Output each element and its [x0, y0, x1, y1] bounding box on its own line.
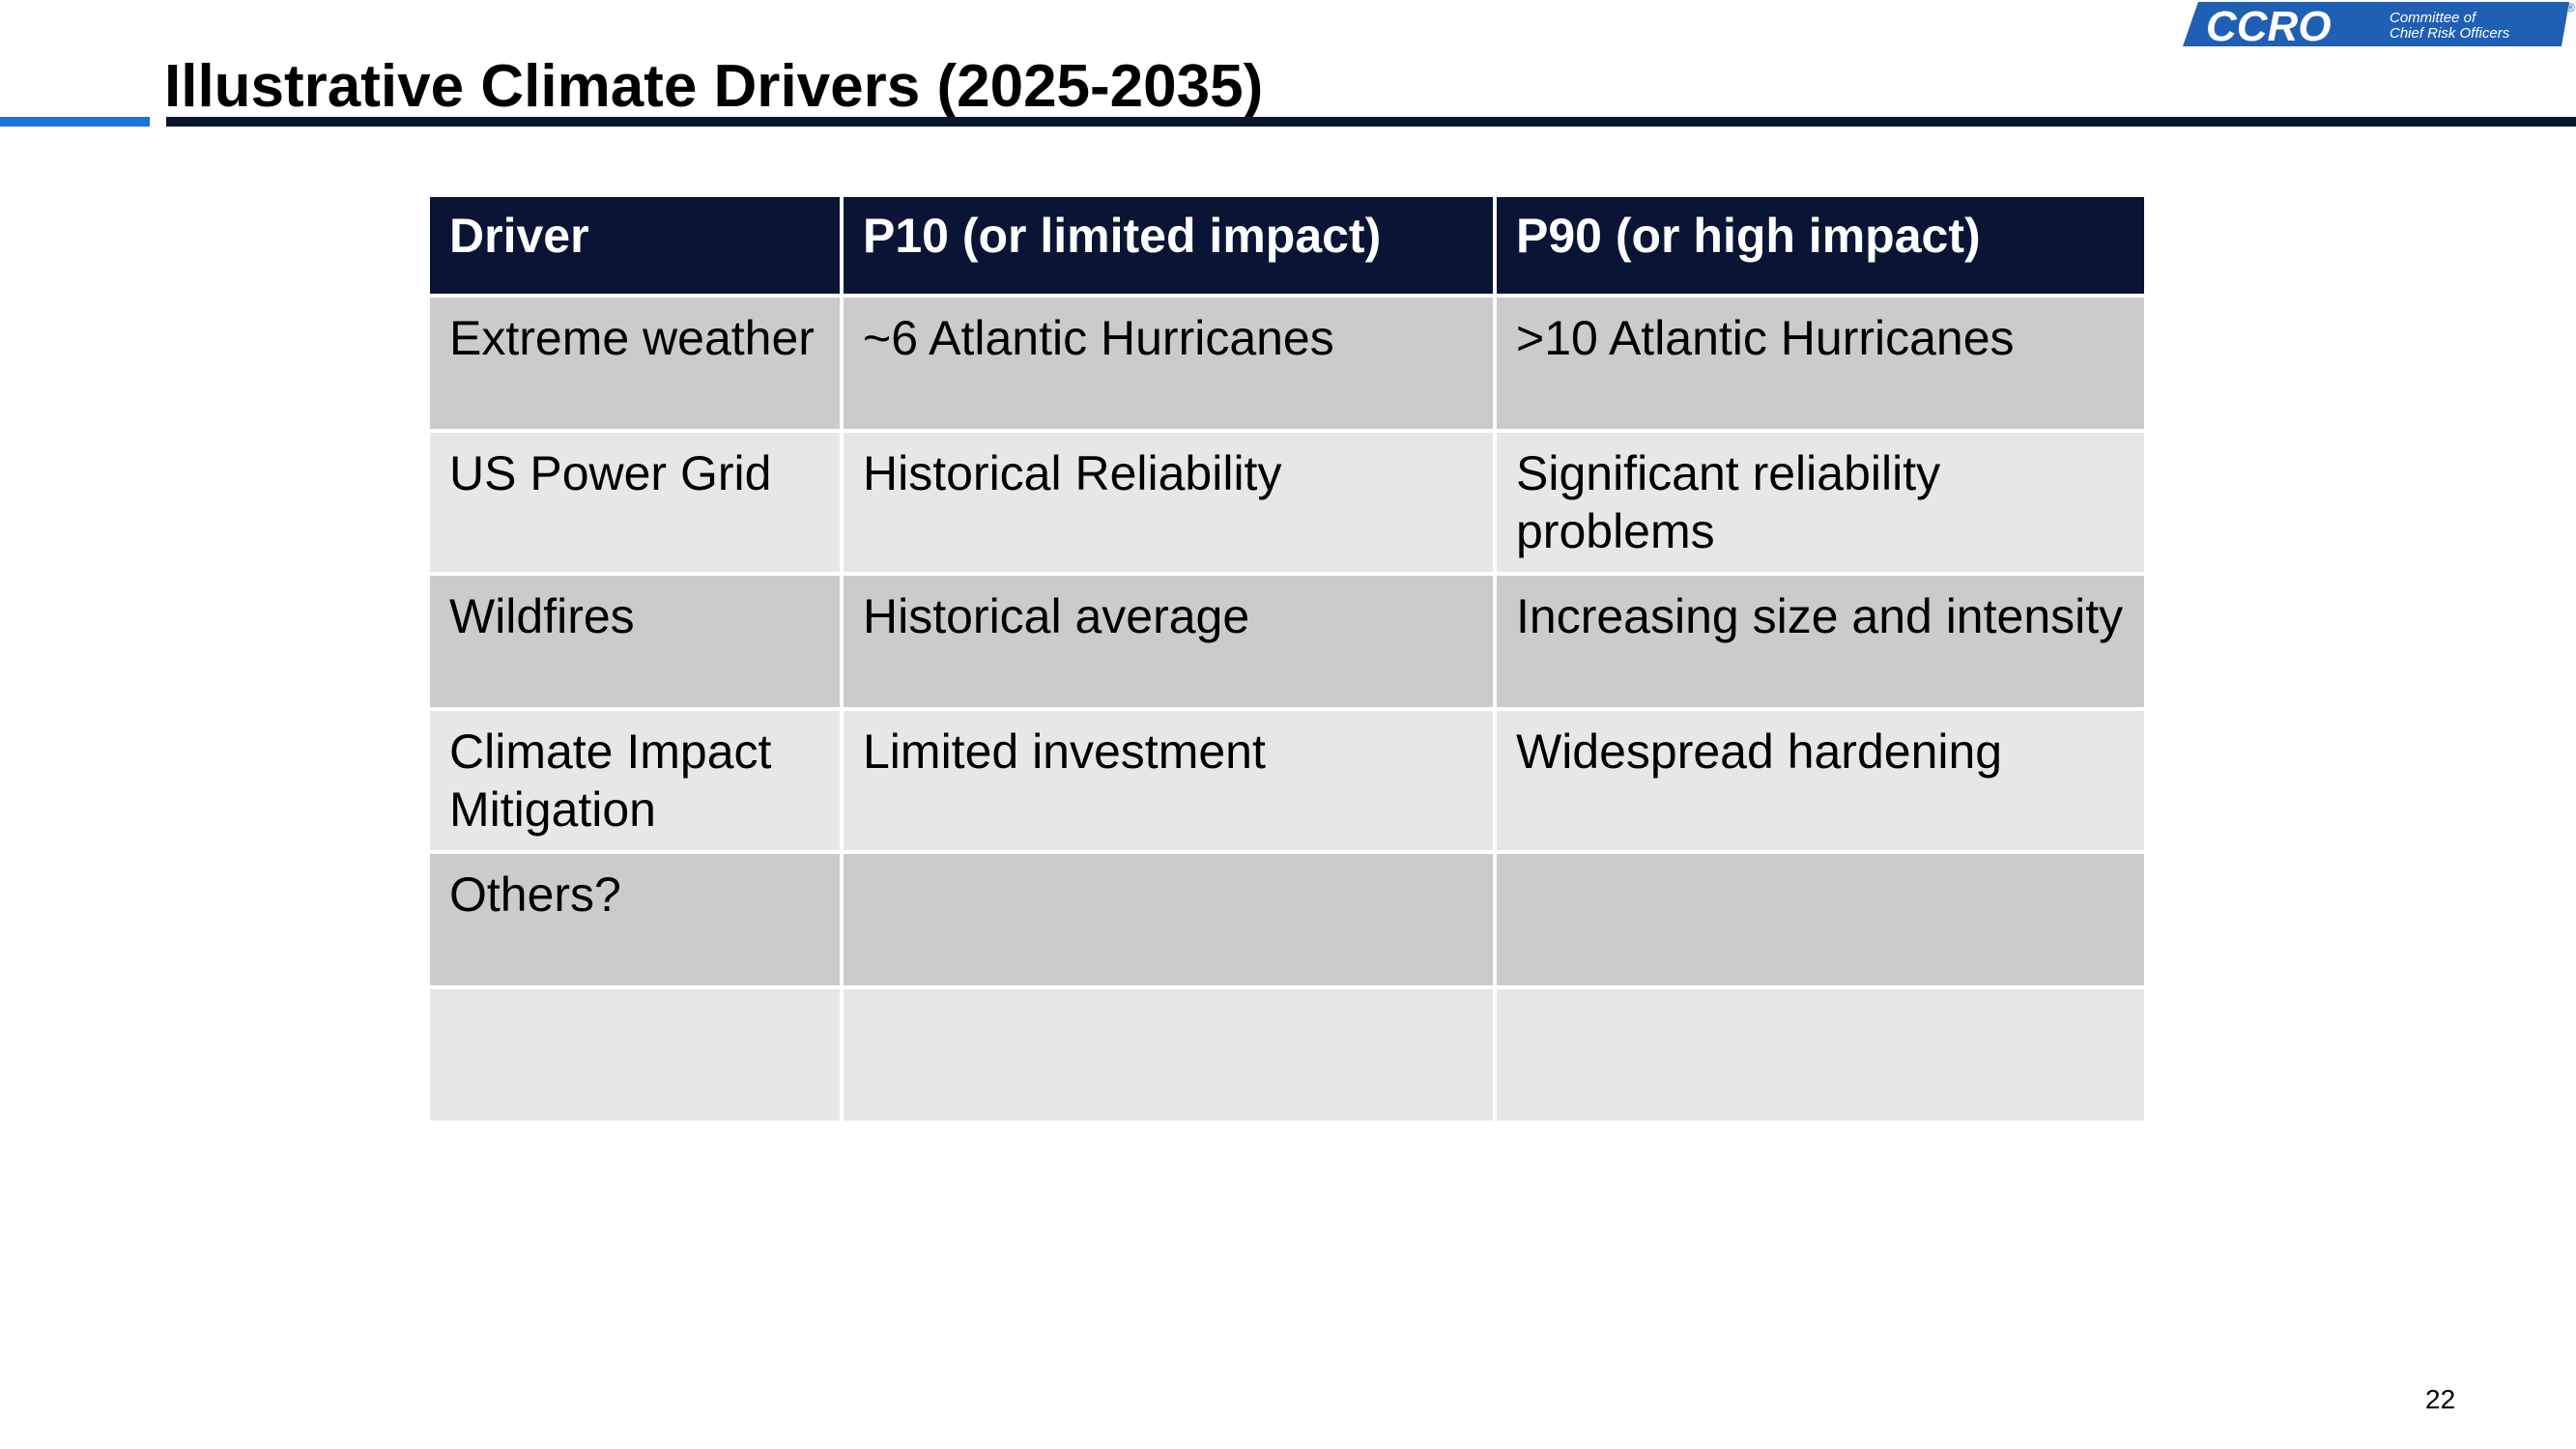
p10-cell: Historical average: [844, 576, 1493, 707]
ccro-logo: CCRO Committee of Chief Risk Officers ®: [2179, 0, 2576, 50]
p90-cell: >10 Atlantic Hurricanes: [1497, 298, 2144, 429]
table-header-row: Driver P10 (or limited impact) P90 (or h…: [430, 197, 2144, 294]
header-p90: P90 (or high impact): [1497, 197, 2144, 294]
logo-registered-mark: ®: [2566, 1, 2575, 14]
p90-cell: Significant reliability problems: [1497, 433, 2144, 572]
table-row: Wildfires Historical average Increasing …: [430, 576, 2144, 707]
logo-brand-text: CCRO: [2206, 3, 2332, 50]
climate-drivers-table-container: Driver P10 (or limited impact) P90 (or h…: [426, 193, 2148, 1124]
p90-cell: Widespread hardening: [1497, 711, 2144, 850]
climate-drivers-table: Driver P10 (or limited impact) P90 (or h…: [426, 193, 2148, 1124]
driver-cell: Others?: [430, 854, 840, 985]
logo-tagline-line2: Chief Risk Officers: [2390, 25, 2510, 42]
title-accent-bar: [0, 117, 150, 127]
p90-cell: [1497, 989, 2144, 1121]
logo-tagline-line1: Committee of: [2390, 10, 2477, 26]
driver-cell: Wildfires: [430, 576, 840, 707]
table-row: [430, 989, 2144, 1121]
driver-cell: Climate Impact Mitigation: [430, 711, 840, 850]
p90-cell: [1497, 854, 2144, 985]
table-row: Others?: [430, 854, 2144, 985]
driver-cell: [430, 989, 840, 1121]
driver-cell: US Power Grid: [430, 433, 840, 572]
p10-cell: ~6 Atlantic Hurricanes: [844, 298, 1493, 429]
table-row: US Power Grid Historical Reliability Sig…: [430, 433, 2144, 572]
p10-cell: [844, 854, 1493, 985]
header-p10: P10 (or limited impact): [844, 197, 1493, 294]
header-driver: Driver: [430, 197, 840, 294]
page-number: 22: [2425, 1384, 2456, 1414]
p90-cell: Increasing size and intensity: [1497, 576, 2144, 707]
p10-cell: [844, 989, 1493, 1121]
logo-badge: [2183, 2, 2569, 46]
p10-cell: Historical Reliability: [844, 433, 1493, 572]
title-rule: [166, 117, 2576, 127]
slide-title: Illustrative Climate Drivers (2025-2035): [164, 53, 1264, 120]
driver-cell: Extreme weather: [430, 298, 840, 429]
table-row: Climate Impact Mitigation Limited invest…: [430, 711, 2144, 850]
p10-cell: Limited investment: [844, 711, 1493, 850]
table-row: Extreme weather ~6 Atlantic Hurricanes >…: [430, 298, 2144, 429]
